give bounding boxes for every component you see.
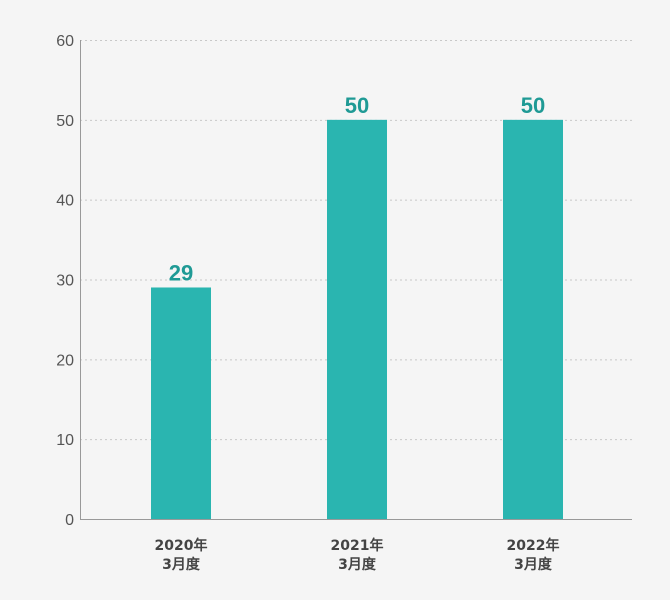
data-label: 50 (345, 93, 369, 118)
labels: 0 10 20 30 40 50 60 29 2020年 3月度 50 2021年 3月度 50 2022年… (56, 33, 559, 573)
bar-1 (327, 119, 387, 519)
data-label: 29 (169, 260, 193, 285)
bar-0 (151, 287, 211, 519)
y-tick-label: 20 (56, 352, 74, 369)
bar-2 (503, 119, 563, 519)
y-tick-label: 40 (56, 193, 74, 210)
y-tick-label: 60 (56, 33, 74, 50)
y-tick-label: 10 (56, 432, 74, 449)
data-label: 50 (521, 93, 545, 118)
x-tick-label: 3月度 (514, 556, 553, 573)
axes (80, 40, 632, 520)
x-tick-label: 2022年 (507, 537, 560, 554)
x-tick-label: 3月度 (338, 556, 377, 573)
y-tick-label: 50 (56, 113, 74, 130)
bars (151, 119, 563, 519)
x-tick-label: 2021年 (331, 537, 384, 554)
x-tick-label: 2020年 (155, 537, 208, 554)
y-tick-label: 0 (65, 512, 74, 529)
y-tick-label: 30 (56, 273, 74, 290)
x-tick-label: 3月度 (162, 556, 201, 573)
